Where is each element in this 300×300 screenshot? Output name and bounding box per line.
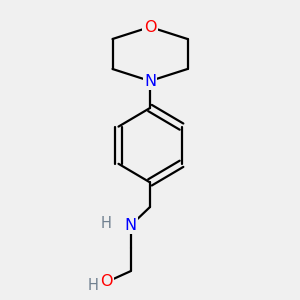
- Text: N: N: [124, 218, 136, 233]
- Text: H: H: [101, 216, 112, 231]
- Text: O: O: [144, 20, 156, 34]
- Text: H: H: [88, 278, 98, 293]
- Text: N: N: [144, 74, 156, 88]
- Text: O: O: [100, 274, 113, 289]
